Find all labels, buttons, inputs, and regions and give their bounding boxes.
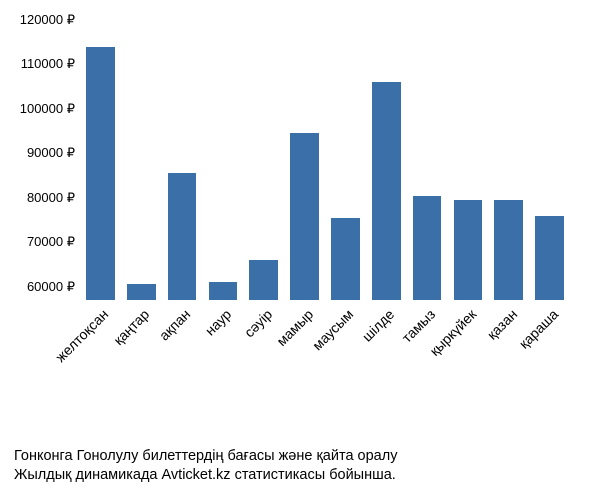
x-tick-label: наур: [202, 306, 235, 339]
y-tick-label: 120000 ₽: [20, 12, 75, 28]
bar-slot: [284, 20, 325, 300]
bar: [290, 133, 319, 300]
bar: [127, 284, 156, 300]
bar: [331, 218, 360, 300]
bar: [86, 47, 115, 300]
bar: [535, 216, 564, 300]
x-tick-label: ақпан: [156, 306, 193, 343]
x-tick-label: қаңтар: [110, 306, 152, 348]
x-tick-label: шілде: [359, 306, 398, 345]
bar-slot: [162, 20, 203, 300]
chart-caption: Гонконга Гонолулу билеттердің бағасы жән…: [0, 447, 600, 486]
bar-slot: [243, 20, 284, 300]
bar: [494, 200, 523, 300]
y-tick-label: 110000 ₽: [21, 56, 75, 72]
y-tick-label: 80000 ₽: [27, 190, 75, 206]
bars-group: [80, 20, 570, 300]
bar-slot: [529, 20, 570, 300]
plot-area: 60000 ₽70000 ₽80000 ₽90000 ₽100000 ₽1100…: [80, 20, 570, 300]
bar-slot: [121, 20, 162, 300]
bar-slot: [407, 20, 448, 300]
bar: [249, 260, 278, 300]
bar: [413, 196, 442, 300]
bar-slot: [80, 20, 121, 300]
y-tick-label: 70000 ₽: [27, 234, 75, 250]
x-tick-label: желтоқсан: [53, 306, 112, 365]
bar: [372, 82, 401, 300]
y-tick-label: 100000 ₽: [20, 101, 75, 117]
bar: [209, 282, 238, 300]
bar-slot: [447, 20, 488, 300]
bar-slot: [325, 20, 366, 300]
caption-line-1: Гонконга Гонолулу билеттердің бағасы жән…: [14, 448, 397, 464]
bar-slot: [366, 20, 407, 300]
x-tick-label: қазан: [483, 306, 520, 343]
bar-slot: [202, 20, 243, 300]
bar-slot: [488, 20, 529, 300]
bar: [168, 173, 197, 300]
y-axis: 60000 ₽ 70000 ₽ 80000 ₽ 90000 ₽ 100000 ₽ 1100…: [10, 20, 75, 300]
x-tick-label: қараша: [515, 306, 561, 352]
x-tick-label: сәуір: [241, 306, 275, 340]
y-tick-label: 90000 ₽: [27, 145, 75, 161]
bar: [454, 200, 483, 300]
chart-container: 60000 ₽ 70000 ₽ 80000 ₽ 90000 ₽ 100000 ₽ 1100…: [0, 0, 600, 500]
caption-line-2: Жылдық динамикада Avticket.kz статистика…: [14, 467, 396, 483]
y-tick-label: 60000 ₽: [27, 279, 75, 295]
x-tick-label: маусым: [309, 306, 356, 353]
